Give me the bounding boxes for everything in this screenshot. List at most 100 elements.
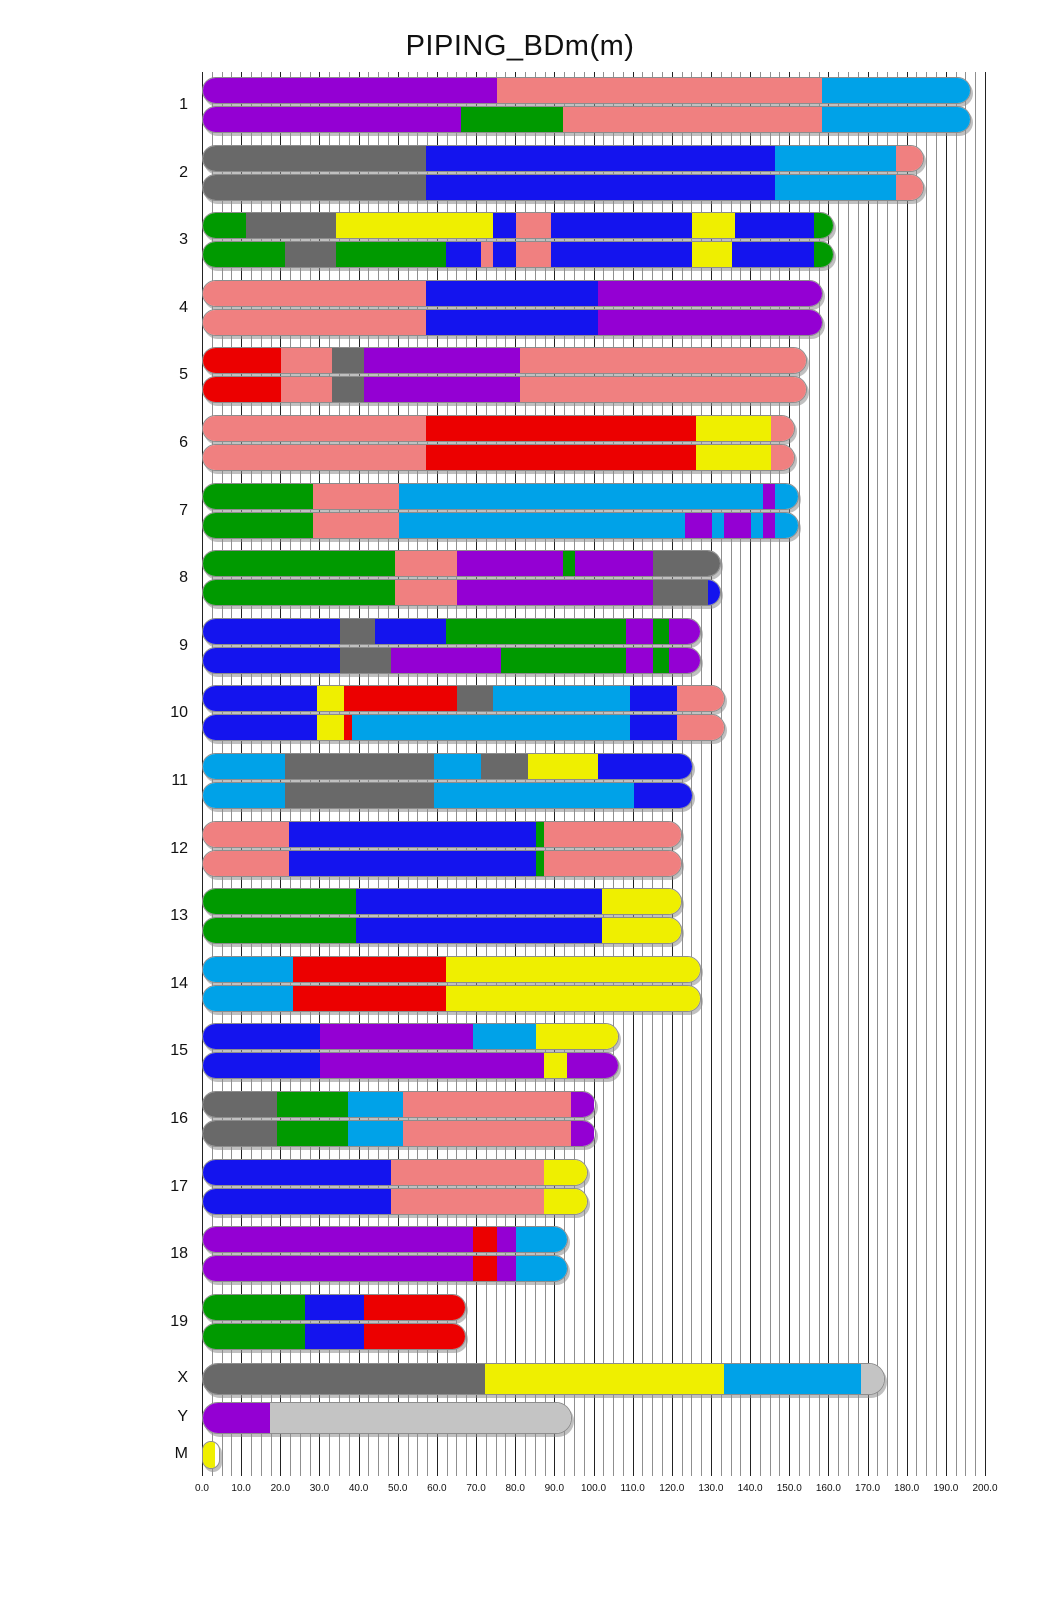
chromosome-16-haplotype-2-bar [202,1120,596,1147]
segment-sky [711,512,724,538]
chromosome-1-haplotype-2-bar [202,106,972,133]
segment-gray [285,242,337,268]
segment-yellow [696,445,771,470]
segment-blue [708,580,720,606]
minor-gridline [877,72,879,1476]
segment-salmon [516,242,552,268]
chromosome-10-haplotype-2-bar [202,714,725,742]
minor-gridline [975,72,977,1476]
segment-blue [304,1323,364,1349]
x-axis-tick-label: 100.0 [580,1483,607,1494]
chromosome-2-haplotype-2-bar [202,173,925,201]
segment-blue [731,242,814,268]
segment-gray [285,754,434,779]
segment-salmon [516,213,552,239]
minor-gridline [838,72,840,1476]
major-gridline [202,72,203,1476]
segment-green [653,647,669,673]
major-gridline [789,72,791,1476]
chromosome-4-haplotype-1-bar [202,279,823,307]
segment-blue [289,850,536,876]
segment-salmon [390,1188,544,1214]
segment-red [203,348,282,374]
chromosome-8-haplotype-1-bar [202,550,721,578]
segment-red [343,715,352,741]
chromosome-label-16: 16 [170,1110,188,1127]
segment-sky [516,1227,568,1253]
segment-yellow [316,686,344,712]
segment-silver [269,1403,571,1433]
segment-salmon [203,850,290,876]
x-axis-tick-label: 60.0 [427,1483,447,1494]
segment-red [203,377,282,403]
segment-purple [625,647,654,673]
segment-purple [567,1053,618,1079]
segment-green [277,1092,348,1117]
x-axis-tick-label: 110.0 [620,1483,645,1494]
segment-purple [496,1256,517,1282]
segment-green [813,242,834,268]
chromosome-8-haplotype-2-bar [202,579,721,607]
chromosome-label-2: 2 [179,163,188,181]
minor-gridline [926,72,928,1476]
segment-blue [598,754,693,779]
minor-gridline [818,72,820,1476]
segment-sky [351,715,630,741]
chromosome-17-haplotype-2-bar [202,1187,588,1215]
segment-sky [398,483,763,509]
segment-yellow [543,1053,568,1079]
chromosome-13-haplotype-1-bar [202,888,682,916]
segment-green [203,551,395,577]
chromosome-label-11: 11 [171,772,188,789]
chromosome-18-haplotype-2-bar [202,1255,569,1283]
minor-gridline [779,72,781,1476]
chromosome-2-haplotype-1-bar [202,144,925,172]
segment-purple [684,512,712,538]
chromosome-label-6: 6 [179,434,188,451]
segment-sky [821,78,971,103]
segment-sky [203,754,286,779]
segment-gray [203,1364,485,1394]
chromosome-15-haplotype-1-bar [202,1023,619,1051]
minor-gridline [730,72,732,1476]
segment-purple [363,377,521,403]
x-axis-tick-label: 20.0 [270,1483,291,1494]
segment-sky [492,686,630,712]
segment-sky [774,483,799,509]
chromosome-label-9: 9 [179,636,188,654]
chromosome-11-haplotype-1-bar [202,753,694,780]
segment-blue [492,213,517,239]
segment-salmon [895,145,924,171]
segment-sky [398,512,685,538]
segment-green [203,918,356,944]
segment-blue [203,686,317,712]
segment-green [203,1294,305,1320]
x-axis-tick-label: 190.0 [933,1483,959,1494]
segment-purple [390,647,501,673]
chromosome-13-haplotype-2-bar [202,917,682,945]
segment-yellow [692,242,732,268]
chromosome-11-haplotype-2-bar [202,782,694,809]
segment-salmon [895,174,924,200]
chromosome-9-haplotype-1-bar [202,617,702,645]
segment-sky [433,783,634,808]
segment-sky [203,956,294,982]
chromosome-3-haplotype-2-bar [202,241,835,269]
chromosome-15-haplotype-2-bar [202,1052,619,1080]
chromosome-label-7: 7 [179,501,188,519]
chromosome-label-5: 5 [179,366,188,384]
segment-salmon [770,416,795,441]
segment-green [813,213,834,239]
chart-title: PIPING_BDm(m) [405,30,635,62]
segment-red [363,1323,466,1349]
segment-salmon [480,242,493,268]
segment-sky [433,754,481,779]
segment-gray [203,174,427,200]
segment-salmon [203,280,427,306]
x-axis-tick-label: 120.0 [659,1483,685,1494]
segment-salmon [402,1121,571,1146]
chromosome-label-X: X [177,1369,188,1386]
segment-yellow [602,918,681,944]
segment-sky [821,107,971,132]
